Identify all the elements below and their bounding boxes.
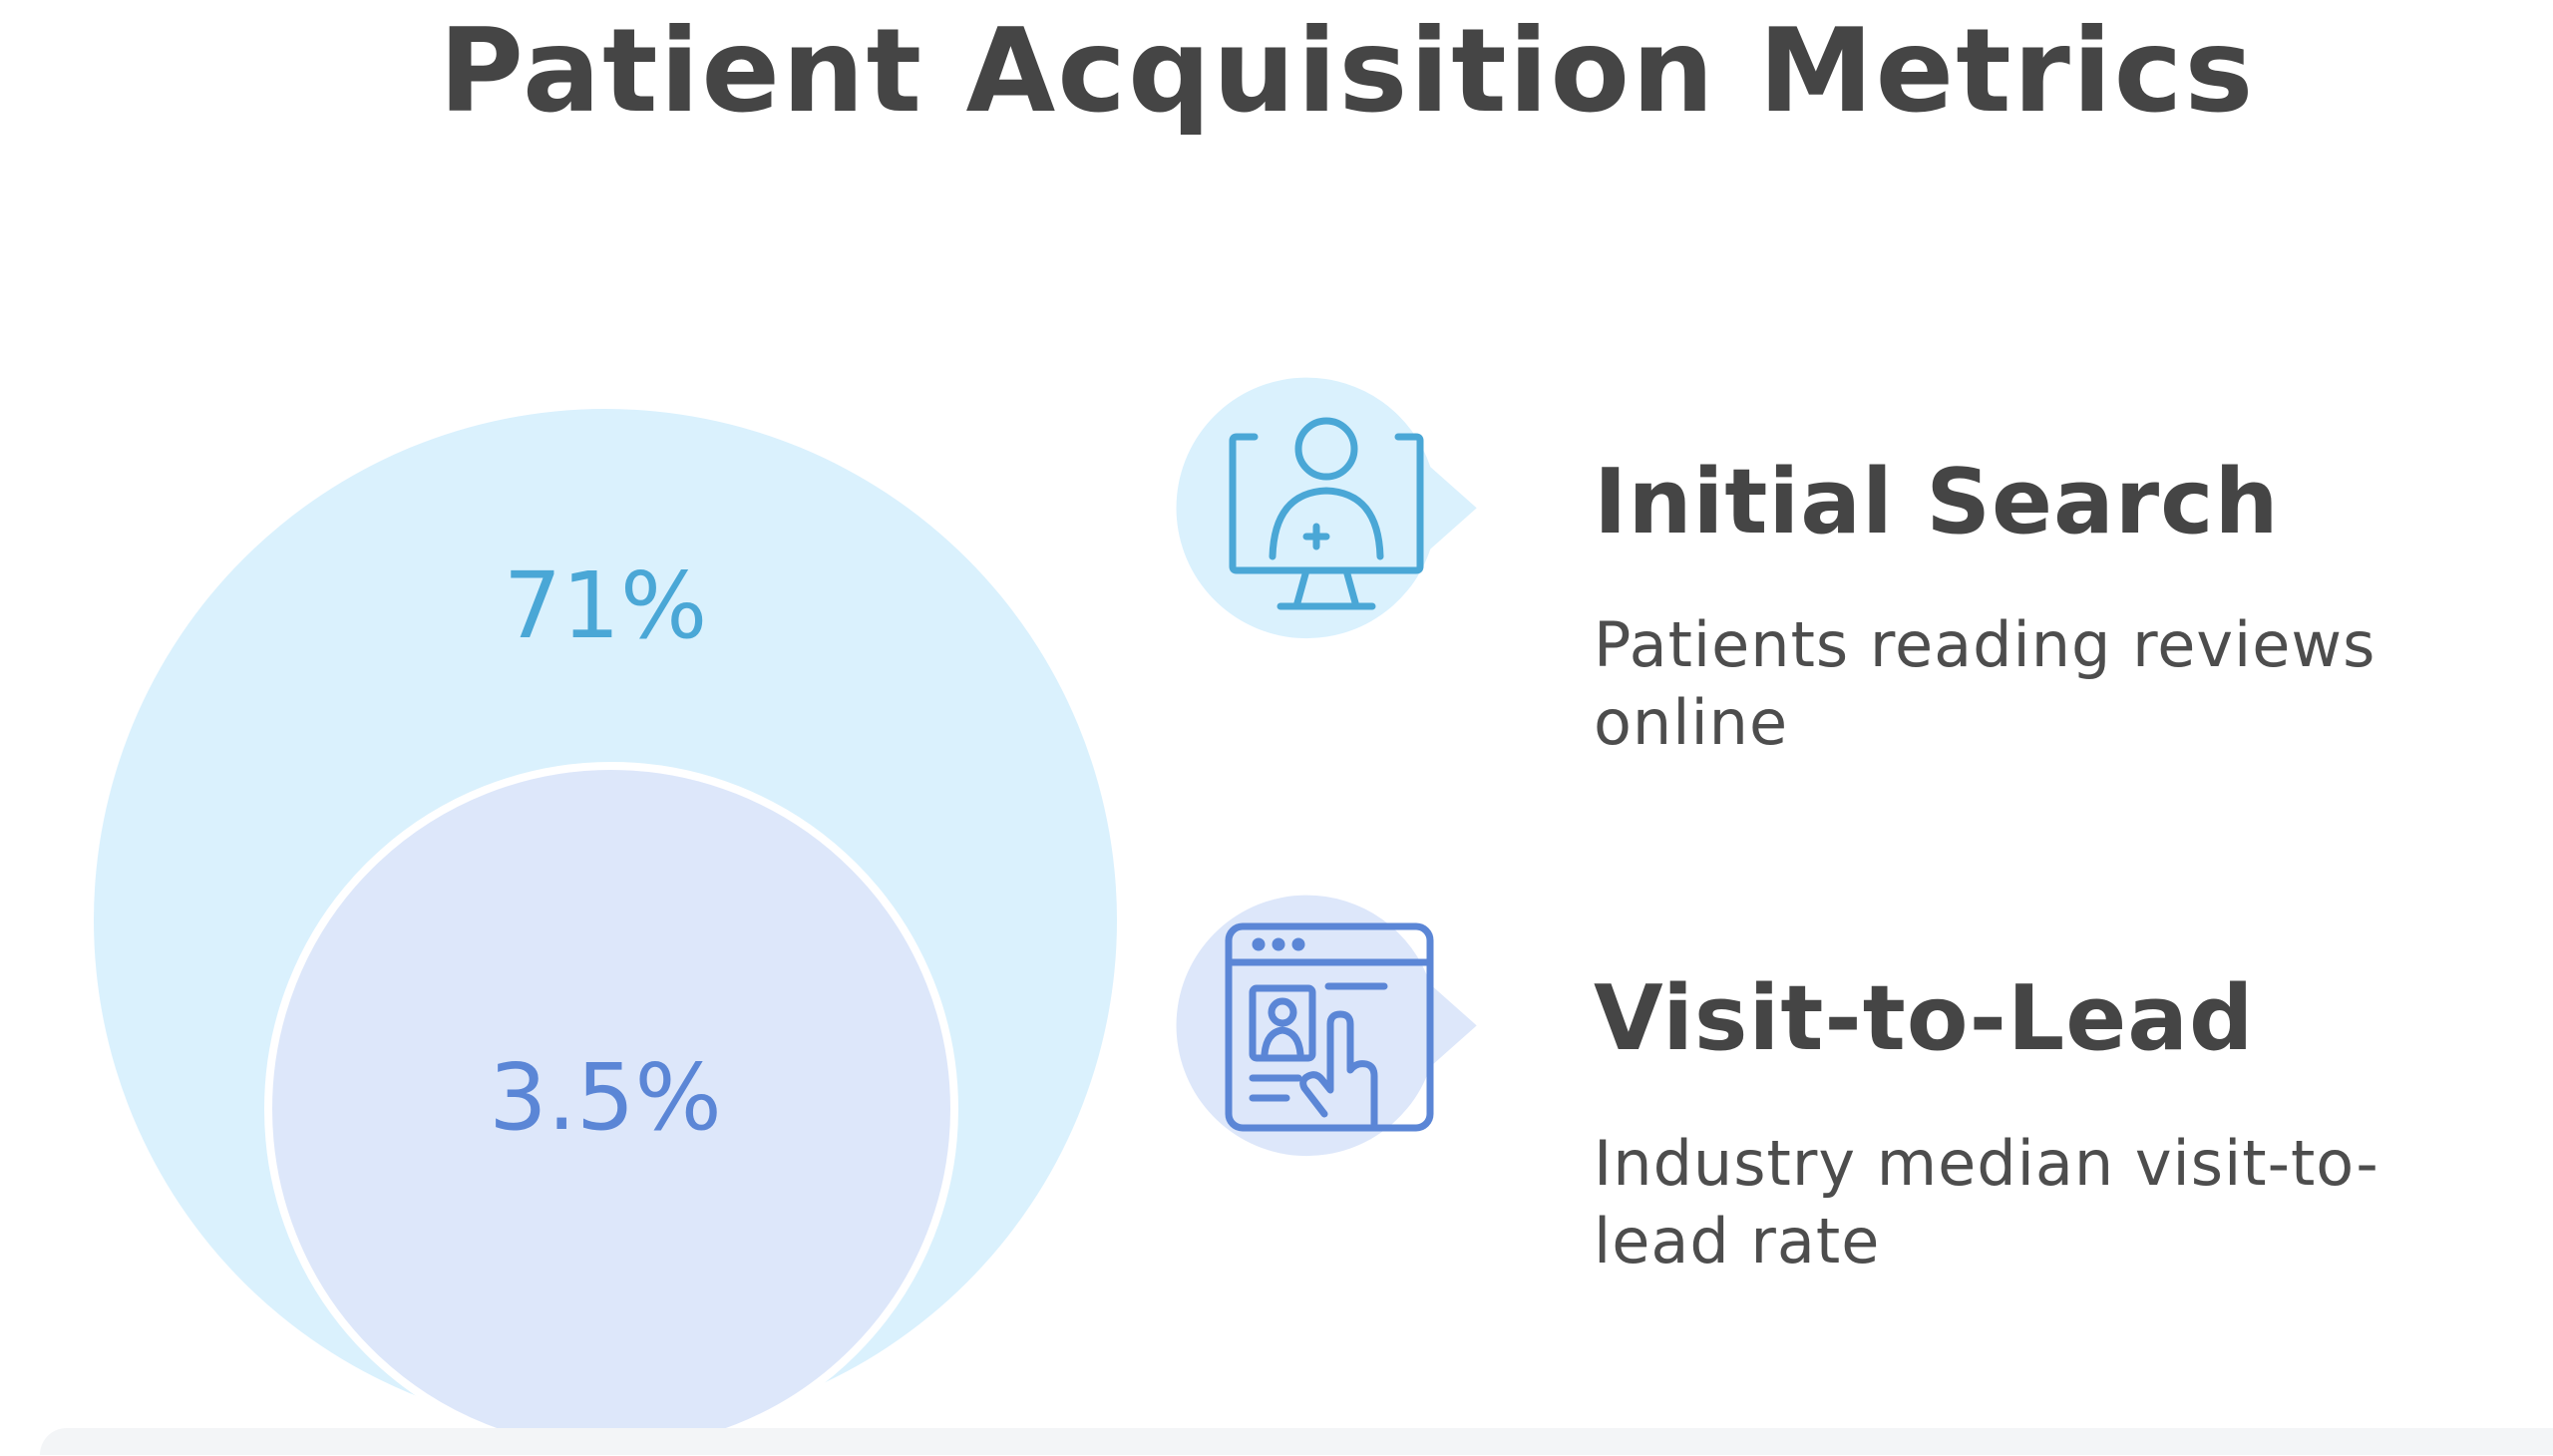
bottom-bar [40, 1428, 2553, 1455]
item-description-initial-search: Patients reading reviews online [1594, 608, 2376, 759]
browser-profile-click-icon [1176, 895, 1477, 1157]
monitor-doctor-icon [1176, 377, 1477, 639]
item-description-visit-to-lead: Industry median visit-to-lead rate [1594, 1127, 2379, 1277]
outer-circle-value: 71% [503, 552, 708, 659]
item-title-visit-to-lead: Visit-to-Lead [1594, 966, 2255, 1071]
inner-circle [264, 762, 958, 1456]
page-title: Patient Acquisition Metrics [439, 4, 2256, 139]
inner-circle-value: 3.5% [489, 1044, 722, 1151]
item-title-initial-search: Initial Search [1594, 450, 2280, 554]
